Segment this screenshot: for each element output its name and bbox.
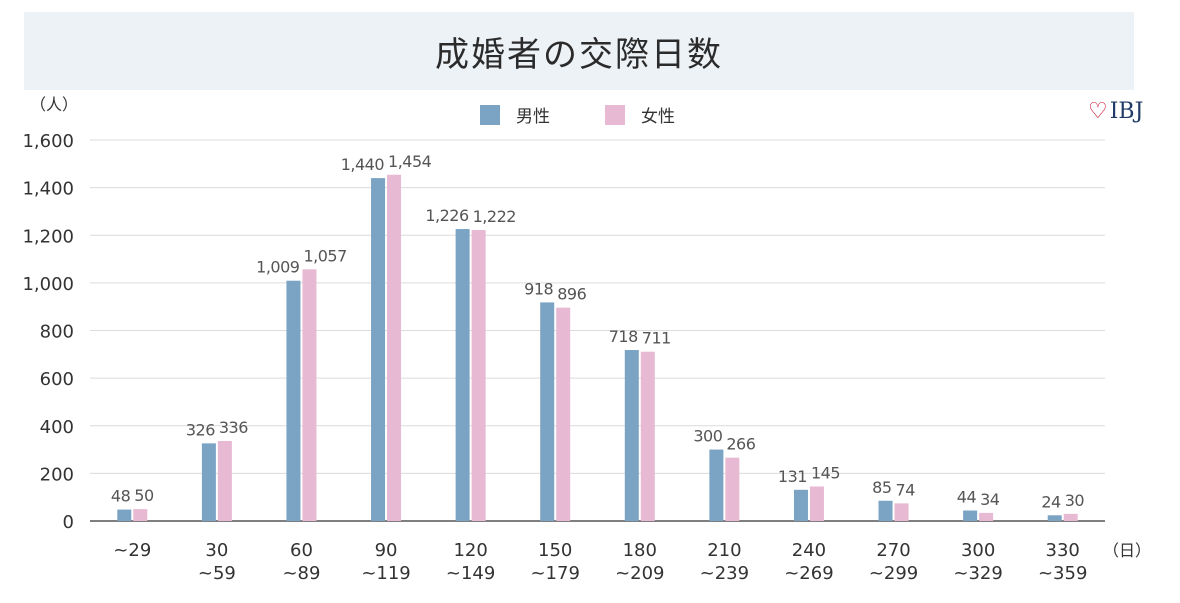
- bar: [1063, 513, 1078, 521]
- x-tick-label: ~239: [700, 563, 749, 584]
- bar: [371, 178, 386, 521]
- bar: [217, 440, 232, 521]
- x-tick-label: 300: [961, 540, 995, 561]
- y-tick-label: 400: [40, 417, 74, 438]
- bar: [286, 280, 301, 521]
- x-tick-label: ~119: [361, 563, 410, 584]
- x-tick-label: 180: [623, 540, 657, 561]
- data-label: 48: [111, 487, 131, 506]
- x-tick-label: 240: [792, 540, 826, 561]
- data-label: 74: [896, 480, 916, 499]
- bar: [793, 489, 808, 521]
- data-label: 85: [872, 478, 891, 497]
- brand-logo: ♡ IBJ: [1088, 99, 1143, 124]
- x-tick-label: ~269: [784, 563, 833, 584]
- data-label: 896: [557, 285, 586, 304]
- data-label: 1,057: [303, 246, 346, 265]
- x-tick-label: ~59: [198, 563, 236, 584]
- x-tick-label: ~29: [113, 540, 151, 561]
- y-tick-label: 1,600: [22, 131, 74, 152]
- legend-label: 女性: [641, 107, 675, 127]
- bar: [809, 486, 824, 521]
- data-label: 30: [1065, 491, 1085, 510]
- y-tick-label: 200: [40, 464, 74, 485]
- bar: [640, 351, 655, 521]
- bar: [979, 512, 994, 521]
- data-label: 131: [778, 467, 807, 486]
- data-label: 918: [524, 279, 553, 298]
- data-label: 1,440: [341, 155, 385, 174]
- bar: [455, 229, 470, 521]
- bar: [624, 350, 639, 521]
- x-tick-label: 120: [453, 540, 487, 561]
- y-tick-label: 1,400: [22, 179, 74, 200]
- chart-title: 成婚者の交際日数: [435, 34, 723, 75]
- data-label: 1,226: [425, 206, 469, 225]
- bar: [709, 449, 724, 521]
- bar: [117, 509, 132, 521]
- title-banner: 成婚者の交際日数: [24, 12, 1134, 90]
- bar: [894, 503, 909, 521]
- y-tick-label: 800: [40, 322, 74, 343]
- legend-label: 男性: [516, 107, 550, 127]
- data-label: 50: [134, 486, 154, 505]
- x-tick-label: ~209: [615, 563, 664, 584]
- y-axis-unit: （人）: [30, 95, 78, 114]
- y-tick-label: 1,200: [22, 226, 74, 247]
- bar: [471, 230, 486, 522]
- data-label: 266: [726, 435, 755, 454]
- data-label: 711: [642, 329, 671, 348]
- bar: [878, 500, 893, 521]
- x-tick-label: ~299: [869, 563, 918, 584]
- bar: [387, 174, 402, 522]
- data-label: 1,222: [473, 207, 516, 226]
- bar: [302, 269, 317, 521]
- heart-icon: ♡: [1088, 98, 1108, 124]
- x-tick-label: 30: [205, 540, 228, 561]
- x-tick-label: 270: [876, 540, 910, 561]
- x-tick-label: 60: [290, 540, 313, 561]
- bar: [556, 307, 571, 521]
- data-label: 718: [609, 327, 638, 346]
- data-label: 24: [1041, 492, 1061, 511]
- data-label: 34: [980, 490, 1000, 509]
- legend-swatch: [480, 105, 500, 125]
- data-label: 1,454: [388, 152, 432, 171]
- x-tick-label: 150: [538, 540, 572, 561]
- data-label: 145: [811, 463, 840, 482]
- data-label: 44: [957, 488, 977, 507]
- data-label: 336: [219, 418, 248, 437]
- x-tick-label: ~149: [446, 563, 495, 584]
- x-tick-label: ~329: [953, 563, 1002, 584]
- data-label: 300: [693, 427, 722, 446]
- brand-name: IBJ: [1109, 99, 1144, 124]
- x-tick-label: 90: [375, 540, 398, 561]
- bar: [963, 510, 978, 521]
- bar: [1047, 515, 1062, 521]
- x-tick-label: 330: [1046, 540, 1080, 561]
- bar: [725, 457, 740, 521]
- bar: [133, 509, 148, 521]
- bar: [540, 302, 555, 521]
- x-tick-label: ~179: [530, 563, 579, 584]
- y-tick-label: 1,000: [22, 274, 74, 295]
- y-tick-label: 600: [40, 369, 74, 390]
- legend-swatch: [605, 105, 625, 125]
- x-tick-label: 210: [707, 540, 741, 561]
- x-tick-label: ~359: [1038, 563, 1087, 584]
- x-tick-label: ~89: [282, 563, 320, 584]
- y-tick-label: 0: [63, 512, 74, 533]
- data-label: 1,009: [256, 258, 300, 277]
- bar: [201, 443, 216, 521]
- x-axis-unit: （日）: [1103, 541, 1151, 560]
- data-label: 326: [186, 420, 215, 439]
